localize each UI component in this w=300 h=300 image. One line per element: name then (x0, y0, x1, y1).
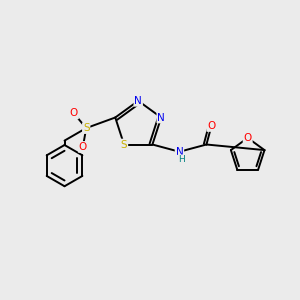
Text: S: S (83, 123, 89, 133)
Text: N: N (157, 112, 165, 122)
Text: S: S (121, 140, 127, 149)
Text: O: O (79, 142, 87, 152)
Text: H: H (178, 155, 185, 164)
Text: N: N (176, 147, 183, 157)
Text: O: O (207, 121, 215, 131)
Text: O: O (244, 133, 252, 143)
Text: O: O (70, 108, 78, 118)
Text: N: N (134, 96, 142, 106)
